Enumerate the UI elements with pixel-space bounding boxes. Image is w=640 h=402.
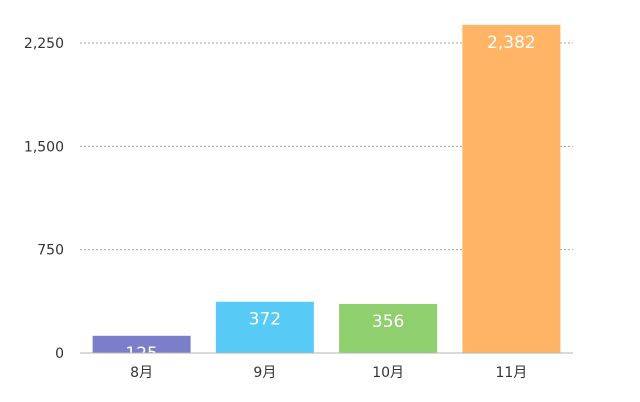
x-tick-label: 10月 [372, 365, 404, 381]
y-tick-label: 750 [37, 243, 64, 259]
x-tick-label: 9月 [253, 365, 276, 381]
bar-value-label: 125 [125, 344, 157, 364]
bar-4 [462, 24, 561, 354]
bar-3 [339, 303, 438, 353]
bar-value-label: 372 [249, 310, 281, 330]
y-tick-label: 1,500 [24, 139, 64, 155]
y-tick-label: 2,250 [24, 36, 64, 52]
x-tick-label: 8月 [130, 365, 153, 381]
bar-value-label: 356 [372, 312, 404, 332]
x-tick-label: 11月 [495, 365, 527, 381]
bar-1 [92, 335, 191, 353]
bar-value-label: 2,382 [487, 33, 536, 53]
bar-2 [215, 301, 314, 353]
y-tick-label: 0 [55, 346, 64, 362]
